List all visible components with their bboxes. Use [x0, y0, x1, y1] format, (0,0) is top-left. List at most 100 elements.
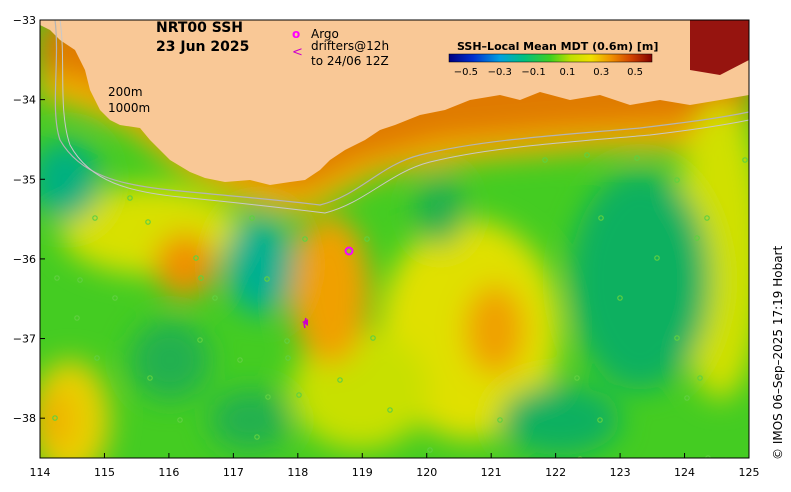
isobath-200m — [54, 20, 749, 206]
x-tick-label: 123 — [610, 466, 631, 479]
warm-eddy-121 — [465, 285, 525, 375]
y-axis: −33 −34 −35 −36 −37 −38 — [13, 14, 45, 425]
argo-float-marker — [364, 236, 370, 242]
argo-float-marker — [265, 394, 271, 400]
y-tick-label: −34 — [13, 94, 36, 107]
argo-float-marker — [237, 357, 243, 363]
cold-region-east — [570, 170, 710, 390]
argo-float-marker — [427, 447, 433, 453]
drifter-legend-label-1: drifters@12h — [311, 39, 389, 53]
x-tick-label: 122 — [545, 466, 566, 479]
argo-float-marker — [542, 157, 548, 163]
x-tick-label: 117 — [223, 466, 244, 479]
colorbar: SSH–Local Mean MDT (0.6m) [m] −0.5 −0.3 −0… — [448, 40, 658, 78]
argo-float-highlight — [344, 246, 354, 256]
argo-legend-icon: o — [292, 27, 300, 41]
argo-float-marker — [584, 152, 590, 158]
argo-float-marker — [264, 276, 270, 282]
argo-float-marker — [598, 215, 604, 221]
x-tick-label: 114 — [30, 466, 51, 479]
argo-legend-label: Argo — [311, 27, 339, 41]
argo-float-marker — [597, 417, 603, 423]
argo-float-marker — [145, 219, 151, 225]
drifter-legend-label-2: to 24/06 12Z — [311, 54, 389, 68]
argo-float-marker — [197, 337, 203, 343]
plot-area — [40, 20, 749, 458]
argo-float-marker — [177, 417, 183, 423]
argo-float-marker — [92, 215, 98, 221]
argo-float-marker — [54, 275, 60, 281]
argo-floats — [52, 152, 748, 458]
argo-float-marker — [674, 177, 680, 183]
isobath-1000m — [59, 20, 749, 214]
colorbar-title: SSH–Local Mean MDT (0.6m) [m] — [457, 40, 658, 53]
isobath-200m-label: 200m — [108, 85, 143, 99]
cold-region-southwest — [130, 320, 210, 400]
argo-float-marker — [684, 395, 690, 401]
drifter-track — [303, 317, 307, 329]
y-tick-label: −38 — [13, 412, 36, 425]
argo-float-marker — [77, 277, 83, 283]
argo-float-marker — [284, 338, 290, 344]
argo-float-marker — [742, 157, 748, 163]
colorbar-tick-label: 0.1 — [559, 67, 575, 78]
cold-eddy-120 — [415, 175, 465, 245]
argo-float-marker — [634, 155, 640, 161]
x-tick-label: 115 — [94, 466, 115, 479]
y-tick-label: −35 — [13, 173, 36, 186]
x-tick-label: 118 — [287, 466, 308, 479]
y-tick-label: −33 — [13, 14, 36, 27]
argo-float-marker — [193, 255, 199, 261]
argo-float-marker — [52, 415, 58, 421]
cold-region-south — [500, 385, 620, 455]
credit-text: © IMOS 06–Sep–2025 17:19 Hobart — [771, 246, 785, 460]
x-tick-label: 124 — [674, 466, 695, 479]
x-tick-label: 120 — [416, 466, 437, 479]
argo-float-marker — [497, 417, 503, 423]
x-tick-label: 125 — [739, 466, 760, 479]
colorbar-tick-label: −0.3 — [488, 67, 512, 78]
x-tick-label: 119 — [352, 466, 373, 479]
argo-float-marker — [654, 255, 660, 261]
x-tick-label: 121 — [481, 466, 502, 479]
colorbar-tick-label: 0.3 — [593, 67, 609, 78]
drifter-legend-icon: < — [292, 45, 303, 60]
argo-float-marker — [254, 434, 260, 440]
product-title: NRT00 SSH — [156, 20, 243, 36]
y-tick-label: −36 — [13, 253, 36, 266]
drifters — [302, 317, 308, 329]
argo-float-marker — [112, 295, 118, 301]
cold-eddy-117 — [225, 215, 295, 315]
argo-float-marker — [147, 375, 153, 381]
product-date: 23 Jun 2025 — [156, 39, 249, 55]
argo-float-marker — [212, 295, 218, 301]
colorbar-ticks: −0.5 −0.3 −0.1 0.1 0.3 0.5 — [454, 67, 643, 78]
argo-float-marker — [617, 295, 623, 301]
argo-float-marker — [574, 375, 580, 381]
argo-float-marker — [697, 375, 703, 381]
x-axis: 114 115 116 117 118 119 120 121 122 123 124 125 — [30, 453, 760, 479]
argo-float-marker — [198, 275, 204, 281]
colorbar-tick-label: −0.1 — [521, 67, 545, 78]
colorbar-tick-label: 0.5 — [627, 67, 643, 78]
cold-eddy-114 — [40, 140, 100, 220]
warm-eddy-116 — [155, 233, 215, 297]
x-tick-label: 116 — [158, 466, 179, 479]
y-tick-label: −37 — [13, 333, 36, 346]
argo-float-marker — [577, 456, 583, 458]
argo-float-marker — [74, 315, 80, 321]
argo-float-marker — [285, 355, 291, 361]
cold-region-south-2 — [210, 390, 290, 450]
argo-float-marker — [387, 407, 393, 413]
argo-float-marker — [346, 248, 352, 254]
coastal-hotspot-east — [690, 20, 749, 75]
argo-float-marker — [302, 236, 308, 242]
argo-float-marker — [694, 235, 700, 241]
argo-float-marker — [704, 215, 710, 221]
argo-float-marker — [370, 335, 376, 341]
argo-float-marker — [296, 392, 302, 398]
plot-frame — [39, 19, 750, 459]
argo-float-marker — [249, 215, 255, 221]
argo-float-marker — [337, 377, 343, 383]
